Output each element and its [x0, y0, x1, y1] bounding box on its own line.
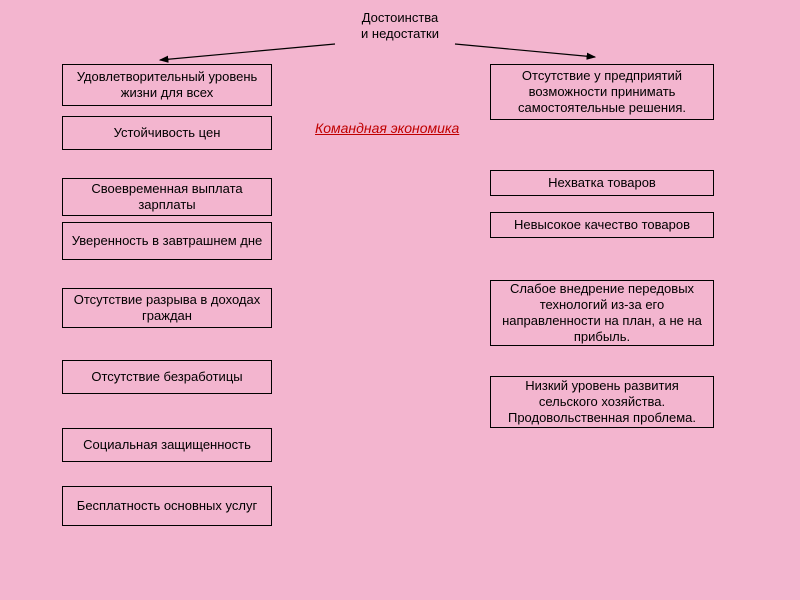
- header-line2: и недостатки: [330, 26, 470, 42]
- disadvantage-box: Нехватка товаров: [490, 170, 714, 196]
- advantage-box: Бесплатность основных услуг: [62, 486, 272, 526]
- advantage-box-label: Удовлетворительный уровень жизни для все…: [69, 69, 265, 102]
- header-line1: Достоинства: [330, 10, 470, 26]
- diagram-header: Достоинства и недостатки: [330, 10, 470, 43]
- disadvantage-box-label: Отсутствие у предприятий возможности при…: [497, 68, 707, 117]
- advantage-box: Социальная защищенность: [62, 428, 272, 462]
- advantage-box-label: Социальная защищенность: [83, 437, 251, 453]
- advantage-box-label: Уверенность в завтрашнем дне: [72, 233, 263, 249]
- advantage-box: Своевременная выплата зарплаты: [62, 178, 272, 216]
- disadvantage-box: Отсутствие у предприятий возможности при…: [490, 64, 714, 120]
- disadvantage-box-label: Низкий уровень развития сельского хозяйс…: [497, 378, 707, 427]
- advantage-box-label: Устойчивость цен: [114, 125, 221, 141]
- disadvantage-box-label: Невысокое качество товаров: [514, 217, 690, 233]
- arrow-right: [455, 44, 595, 57]
- advantage-box-label: Отсутствие безработицы: [91, 369, 242, 385]
- disadvantage-box: Слабое внедрение передовых технологий из…: [490, 280, 714, 346]
- advantage-box: Уверенность в завтрашнем дне: [62, 222, 272, 260]
- disadvantage-box-label: Слабое внедрение передовых технологий из…: [497, 281, 707, 346]
- advantage-box-label: Бесплатность основных услуг: [77, 498, 257, 514]
- arrow-left: [160, 44, 335, 60]
- disadvantage-box-label: Нехватка товаров: [548, 175, 656, 191]
- center-label: Командная экономика: [315, 120, 459, 136]
- advantage-box: Устойчивость цен: [62, 116, 272, 150]
- disadvantage-box: Невысокое качество товаров: [490, 212, 714, 238]
- advantage-box: Удовлетворительный уровень жизни для все…: [62, 64, 272, 106]
- diagram-canvas: Достоинства и недостатки Командная эконо…: [0, 0, 800, 600]
- advantage-box-label: Отсутствие разрыва в доходах граждан: [69, 292, 265, 325]
- advantage-box: Отсутствие разрыва в доходах граждан: [62, 288, 272, 328]
- disadvantage-box: Низкий уровень развития сельского хозяйс…: [490, 376, 714, 428]
- advantage-box: Отсутствие безработицы: [62, 360, 272, 394]
- advantage-box-label: Своевременная выплата зарплаты: [69, 181, 265, 214]
